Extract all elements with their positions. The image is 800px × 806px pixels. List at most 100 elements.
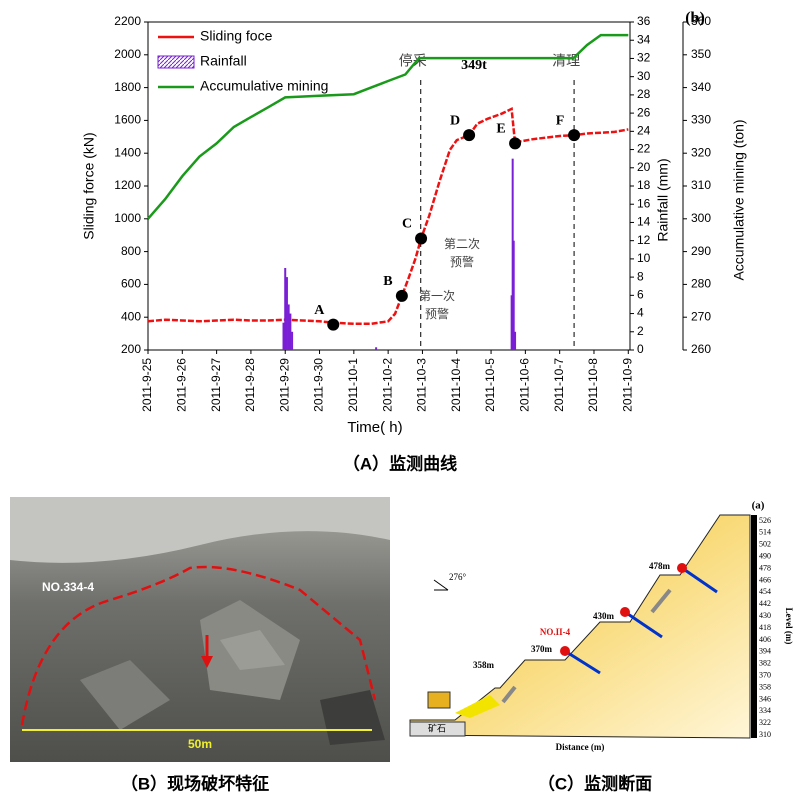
x-tick-label: 2011-10-7 — [552, 358, 566, 412]
y-tick-label: 200 — [121, 342, 141, 356]
panel-label: (b) — [685, 10, 705, 27]
y3-tick-label: 320 — [691, 145, 711, 159]
y-tick-label: 600 — [121, 277, 141, 291]
ore-label: 矿石 — [428, 722, 446, 733]
rain-bar — [511, 158, 514, 350]
key-point — [327, 318, 340, 331]
key-point — [463, 129, 476, 142]
x-tick-label: 2011-9-30 — [312, 358, 326, 412]
y3-tick-label: 260 — [691, 342, 711, 356]
x-tick-label: 2011-9-27 — [209, 358, 223, 412]
caption: （C）监测断面 — [538, 773, 652, 793]
photo-label: NO.334-4 — [42, 580, 94, 594]
level-label: 310 — [759, 730, 771, 739]
key-point — [568, 129, 581, 142]
section-diagram — [409, 514, 757, 739]
key-point-label: F — [556, 113, 565, 128]
rain-bar — [287, 304, 290, 350]
key-point-label: D — [450, 113, 460, 128]
level-label: 406 — [759, 635, 771, 644]
x-axis-title: Distance (m) — [556, 742, 605, 752]
y3-tick-label: 350 — [691, 47, 711, 61]
level-label: 514 — [759, 528, 771, 537]
key-point — [509, 137, 522, 150]
y2-tick-label: 36 — [637, 14, 651, 28]
x-tick-label: 2011-10-9 — [620, 358, 634, 412]
warning-text: 第二次 — [444, 237, 480, 251]
y-tick-label: 1000 — [114, 211, 141, 225]
level-label: 382 — [759, 659, 771, 668]
y2-tick-label: 8 — [637, 269, 644, 283]
y2-tick-label: 32 — [637, 51, 651, 65]
legend-label: Accumulative mining — [200, 78, 328, 94]
y2-tick-label: 2 — [637, 324, 644, 338]
rain-bar — [514, 331, 517, 350]
y2-tick-label: 26 — [637, 105, 651, 119]
y2-tick-label: 18 — [637, 178, 651, 192]
level-label: 418 — [759, 623, 771, 632]
level-label: 490 — [759, 552, 771, 561]
rain-bar — [375, 347, 378, 350]
x-tick-label: 2011-9-26 — [174, 358, 188, 412]
rain-bar — [289, 313, 292, 350]
y2-tick-label: 6 — [637, 288, 644, 302]
y3-tick-label: 280 — [691, 277, 711, 291]
y-tick-label: 400 — [121, 309, 141, 323]
level-label: 346 — [759, 694, 771, 703]
y2-tick-label: 34 — [637, 32, 651, 46]
x-tick-label: 2011-10-1 — [346, 358, 360, 412]
key-point-label: C — [402, 217, 412, 232]
y3-tick-label: 290 — [691, 244, 711, 258]
level-label: 370 — [759, 671, 771, 680]
y-axis-title: Sliding force (kN) — [81, 132, 97, 239]
level-label: 430 — [759, 611, 771, 620]
y2-tick-label: 0 — [637, 342, 644, 356]
y-tick-label: 1400 — [114, 145, 141, 159]
rain-bar — [282, 322, 285, 350]
rain-bar — [291, 331, 294, 350]
level-label: 466 — [759, 575, 771, 584]
y-tick-label: 800 — [121, 244, 141, 258]
bench-label: 478m — [649, 561, 671, 571]
x-tick-label: 2011-10-5 — [483, 358, 497, 412]
level-label: 454 — [759, 587, 771, 596]
caption: （B）现场破坏特征 — [121, 773, 269, 793]
caption: （A）监测曲线 — [343, 453, 457, 473]
y3-tick-label: 310 — [691, 178, 711, 192]
y2-tick-label: 4 — [637, 306, 644, 320]
event-label: 停采 — [399, 53, 427, 69]
legend-label: Sliding foce — [200, 28, 273, 44]
y2-tick-label: 10 — [637, 251, 651, 265]
y2-tick-label: 22 — [637, 142, 651, 156]
y-tick-label: 1600 — [114, 113, 141, 127]
legend-label: Rainfall — [200, 53, 247, 69]
key-point — [415, 232, 428, 245]
bench-label: 370m — [531, 644, 553, 654]
level-label: 358 — [759, 682, 771, 691]
y2-tick-label: 16 — [637, 196, 651, 210]
y2-tick-label: 20 — [637, 160, 651, 174]
y2-tick-label: 12 — [637, 233, 651, 247]
plot-frame — [147, 21, 631, 351]
bench-label: 430m — [593, 611, 615, 621]
y-axis-title: Level (m) — [784, 608, 794, 645]
level-label: 526 — [759, 516, 771, 525]
x-tick-label: 2011-10-8 — [586, 358, 600, 412]
key-point-label: A — [314, 303, 325, 318]
warning-text: 预警 — [450, 254, 474, 269]
y3-tick-label: 340 — [691, 80, 711, 94]
x-tick-label: 2011-9-28 — [243, 358, 257, 412]
rain-bar — [284, 268, 287, 350]
key-point-label: B — [383, 274, 392, 289]
y2-tick-label: 24 — [637, 124, 651, 138]
x-tick-label: 2011-10-6 — [518, 358, 532, 412]
mining-note: 349t — [461, 58, 487, 73]
rain-bar — [285, 277, 288, 350]
y2-tick-label: 14 — [637, 215, 651, 229]
rain-bar — [510, 295, 513, 350]
y3-tick-label: 300 — [691, 211, 711, 225]
series-line — [147, 33, 629, 220]
x-tick-label: 2011-9-29 — [277, 358, 291, 412]
